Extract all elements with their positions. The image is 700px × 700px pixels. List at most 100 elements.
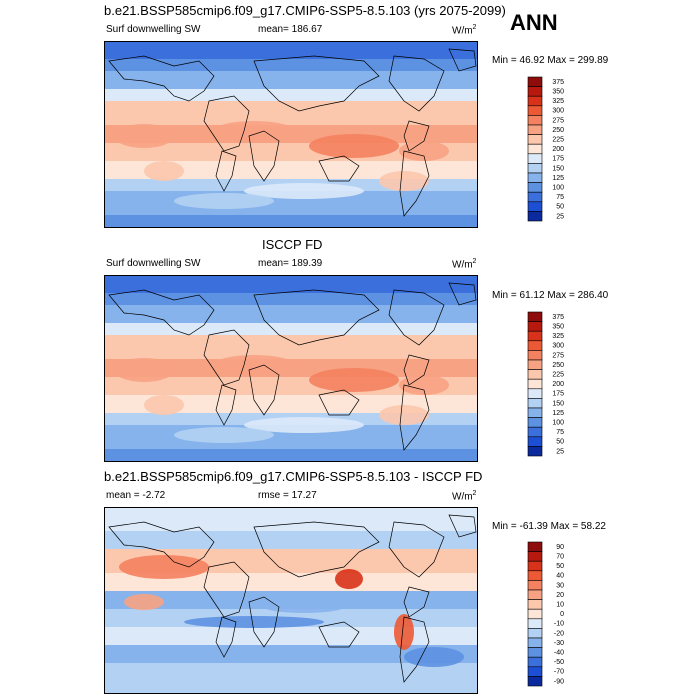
colorbar-label: 375 (552, 79, 564, 86)
colorbar-label: 50 (556, 204, 564, 211)
colorbar-box (527, 378, 543, 390)
colorbar-box (527, 76, 543, 87)
colorbar-box (527, 417, 543, 428)
colorbar-box (527, 163, 543, 174)
colorbar-label: -90 (554, 678, 564, 685)
colorbar-label: 175 (552, 156, 564, 163)
colorbar-box (527, 551, 543, 562)
colorbar-label: 325 (552, 333, 564, 340)
colorbar-box (527, 369, 543, 380)
colorbar-box (527, 388, 543, 399)
colorbar-label: 30 (556, 582, 564, 589)
colorbar-box (527, 608, 543, 620)
panel3-map (104, 507, 478, 694)
colorbar-box (527, 560, 543, 572)
colorbar-box (527, 182, 543, 193)
colorbar-box (527, 321, 543, 332)
colorbar-box (527, 172, 543, 183)
colorbar-box (527, 637, 543, 648)
colorbar-box (527, 628, 543, 639)
panel2-colorbar: 375 350 325 300 275 250 225 200 175 150 125 100 75 50… (527, 311, 564, 457)
colorbar-label: 325 (552, 98, 564, 105)
panel1-units: W/m2 (452, 24, 477, 37)
colorbar-label: 70 (556, 554, 564, 561)
colorbar-label: 250 (552, 127, 564, 134)
panel1-field (104, 41, 478, 228)
panel1-minmax: Min = 46.92 Max = 299.89 (492, 55, 609, 66)
panel1-map (104, 41, 478, 228)
colorbar-box (527, 618, 543, 629)
colorbar-label: 275 (552, 117, 564, 124)
panel1-frame (104, 41, 478, 228)
panel2-title: ISCCP FD (262, 237, 323, 252)
colorbar-label: -20 (554, 630, 564, 637)
panel3-field (104, 507, 478, 694)
colorbar-label: -50 (554, 659, 564, 666)
colorbar-box (527, 191, 543, 203)
colorbar-box (527, 359, 543, 370)
colorbar-label: 100 (552, 420, 564, 427)
colorbar-label: -30 (554, 640, 564, 647)
colorbar-label: 50 (556, 439, 564, 446)
colorbar-label: -40 (554, 650, 564, 657)
colorbar-box (527, 589, 543, 600)
colorbar-label: 200 (552, 381, 564, 388)
colorbar-box (527, 124, 543, 135)
colorbar-box (527, 311, 543, 322)
colorbar-box (527, 570, 543, 581)
panel2-units: W/m2 (452, 258, 477, 271)
colorbar-box (527, 398, 543, 409)
colorbar-box (527, 153, 543, 164)
colorbar-label: 20 (556, 592, 564, 599)
season-label: ANN (510, 10, 558, 35)
colorbar-box (527, 599, 543, 610)
colorbar-box (527, 350, 543, 361)
colorbar-label: 90 (556, 544, 564, 551)
colorbar-label: 175 (552, 391, 564, 398)
panel2-field (104, 275, 478, 462)
colorbar-box (527, 541, 543, 552)
colorbar-label: 250 (552, 362, 564, 369)
colorbar-label: 25 (556, 213, 564, 220)
colorbar-box (527, 211, 543, 222)
colorbar-label: 125 (552, 175, 564, 182)
panel2-field-label: Surf downwelling SW (106, 258, 201, 269)
colorbar-box (527, 134, 543, 145)
colorbar-label: 75 (556, 429, 564, 436)
colorbar-box (527, 436, 543, 447)
panel1-title: b.e21.BSSP585cmip6.f09_g17.CMIP6-SSP5-8.… (104, 3, 506, 18)
colorbar-box (527, 426, 543, 438)
colorbar-box (527, 656, 543, 668)
colorbar-box (527, 407, 543, 418)
panel1-field-label: Surf downwelling SW (106, 24, 201, 35)
colorbar-box (527, 105, 543, 116)
colorbar-label: 50 (556, 563, 564, 570)
panel3-colorbar: 90 70 50 40 30 20 10 0 -10 -20 -30 -40 -50 -70 -90 (527, 541, 564, 687)
panel3-mean: mean = -2.72 (106, 490, 166, 501)
colorbar-box (527, 647, 543, 658)
panel2-mean: mean= 189.39 (258, 258, 323, 269)
colorbar-label: 75 (556, 194, 564, 201)
colorbar-label: -70 (554, 669, 564, 676)
colorbar-label: 225 (552, 137, 564, 144)
colorbar-label: 150 (552, 400, 564, 407)
colorbar-label: 300 (552, 343, 564, 350)
colorbar-label: 225 (552, 372, 564, 379)
colorbar-box (527, 446, 543, 457)
colorbar-label: 300 (552, 108, 564, 115)
colorbar-label: 0 (560, 611, 564, 618)
colorbar-label: -10 (554, 621, 564, 628)
panel2-coastlines (108, 282, 477, 451)
panel2-frame (104, 275, 478, 462)
colorbar-label: 150 (552, 165, 564, 172)
panel3-coastlines (108, 514, 477, 683)
colorbar-box (527, 340, 543, 351)
colorbar-box (527, 330, 543, 342)
panel2-map (104, 275, 478, 462)
colorbar-box (527, 580, 543, 591)
colorbar-label: 100 (552, 185, 564, 192)
colorbar-label: 125 (552, 410, 564, 417)
colorbar-box (527, 86, 543, 97)
panel3-title: b.e21.BSSP585cmip6.f09_g17.CMIP6-SSP5-8.… (104, 469, 483, 484)
colorbar-label: 10 (556, 602, 564, 609)
